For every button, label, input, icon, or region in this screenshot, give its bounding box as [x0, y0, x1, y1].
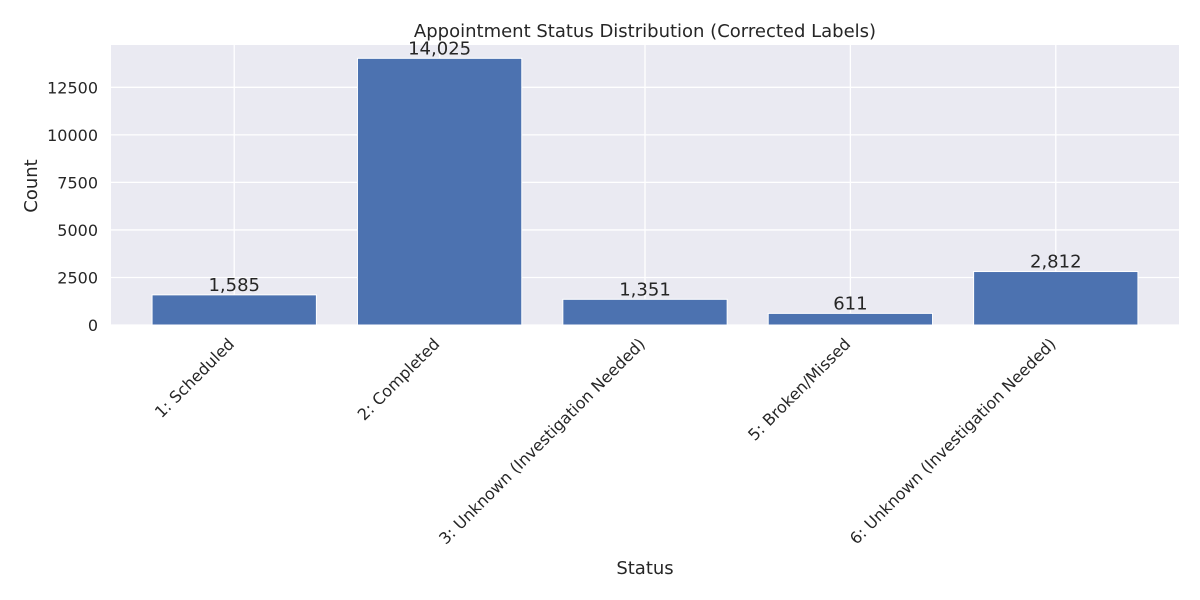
y-tick-label: 5000: [57, 221, 98, 240]
data-label: 611: [833, 293, 867, 314]
data-label: 14,025: [408, 38, 471, 59]
x-tick-label: 5: Broken/Missed: [744, 334, 854, 444]
chart-title: Appointment Status Distribution (Correct…: [414, 21, 876, 42]
bar-1: [151, 294, 317, 326]
data-label: 2,812: [1030, 252, 1082, 273]
y-axis-ticks: 0 2500 5000 7500 10000 12500: [47, 78, 98, 335]
y-tick-label: 12500: [47, 78, 98, 97]
bar-2: [356, 57, 523, 326]
x-tick-label: 2: Completed: [354, 334, 444, 424]
x-tick-label: 1: Scheduled: [151, 334, 238, 421]
y-tick-label: 0: [88, 316, 98, 335]
data-labels: 1,585 14,025 1,351 611 2,812: [208, 38, 1081, 314]
bar-3: [562, 298, 728, 326]
y-tick-label: 2500: [57, 268, 98, 287]
y-axis-label: Count: [21, 159, 42, 212]
bar-5: [973, 271, 1139, 326]
y-tick-label: 10000: [47, 126, 98, 145]
data-label: 1,351: [619, 279, 671, 300]
x-tick-label: 3: Unknown (Investigation Needed): [435, 334, 649, 548]
bars: [151, 57, 1139, 326]
x-tick-label: 6: Unknown (Investigation Needed): [846, 334, 1060, 548]
x-axis-label: Status: [616, 558, 673, 579]
y-tick-label: 7500: [57, 173, 98, 192]
data-label: 1,585: [208, 275, 260, 296]
bar-4: [767, 312, 934, 326]
